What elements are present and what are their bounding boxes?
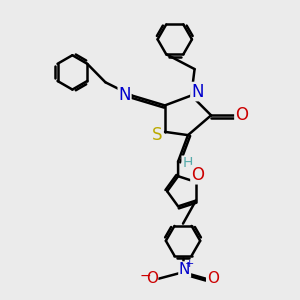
Text: O: O — [207, 271, 219, 286]
Text: O: O — [146, 271, 158, 286]
Text: N: N — [118, 86, 131, 104]
Text: S: S — [152, 126, 163, 144]
Text: +: + — [184, 259, 194, 269]
Text: N: N — [179, 262, 190, 277]
Text: O: O — [191, 166, 204, 184]
Text: O: O — [235, 106, 248, 124]
Text: −: − — [140, 268, 152, 283]
Text: H: H — [182, 156, 193, 170]
Text: N: N — [191, 82, 203, 100]
